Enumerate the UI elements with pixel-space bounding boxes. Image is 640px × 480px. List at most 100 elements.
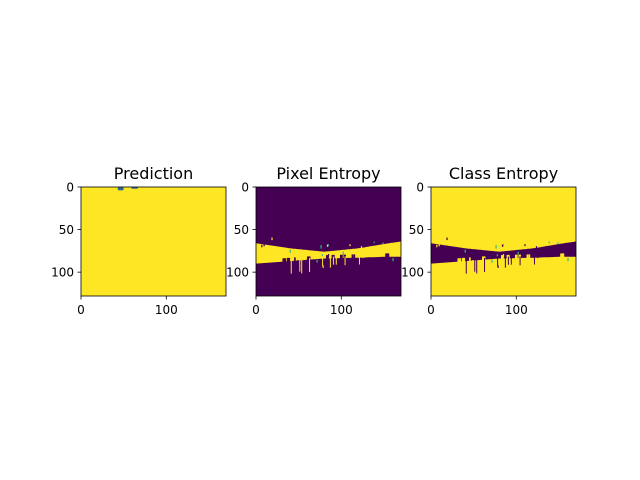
speckle-mark — [321, 245, 323, 247]
band-notch — [562, 253, 565, 258]
band-notch — [353, 254, 356, 259]
speckle-mark — [326, 244, 329, 247]
band-notch — [526, 254, 529, 259]
streak-mark — [322, 256, 324, 267]
speckle-mark — [537, 255, 539, 259]
band-notch — [307, 256, 311, 261]
streak-mark — [474, 258, 476, 272]
speckle-mark — [496, 254, 498, 257]
band-notch — [385, 253, 390, 258]
band-notch — [282, 258, 287, 263]
speckle-mark — [495, 245, 497, 249]
band-notch — [560, 253, 565, 258]
speckle-mark — [373, 258, 375, 261]
band-notch — [482, 256, 486, 261]
speckle-mark — [322, 265, 324, 268]
subplot-grid: Prediction 0 100 0 50 100 Pixel Entropy 0 100 0 50… — [51, 164, 577, 317]
axes-frame — [255, 186, 402, 297]
band-notch — [462, 257, 466, 262]
band-notch — [500, 255, 504, 259]
speckle-mark — [316, 259, 318, 263]
y-tick-label: 50 — [409, 223, 424, 237]
speckle-mark — [342, 251, 344, 255]
speckle-mark — [263, 244, 265, 247]
speckle-mark — [261, 244, 263, 248]
speckle-mark — [321, 254, 323, 257]
x-tick-label: 0 — [427, 303, 435, 317]
speckle-mark — [525, 262, 527, 265]
y-tick-label: 100 — [226, 266, 249, 280]
band-notch — [528, 254, 531, 259]
speckle-mark — [456, 256, 458, 260]
speckle-mark — [281, 256, 283, 260]
speckle-mark — [373, 241, 375, 244]
heatmap-background — [81, 187, 226, 296]
speckle-mark — [497, 265, 499, 268]
heatmap-background — [256, 187, 401, 296]
y-tick-label: 0 — [241, 181, 249, 195]
speckle-mark — [548, 258, 550, 261]
subplot-title: Class Entropy — [449, 164, 558, 183]
speckle-mark — [567, 257, 569, 262]
entropy-band — [431, 241, 576, 264]
y-tick-label: 50 — [234, 223, 249, 237]
y-tick-label: 0 — [416, 181, 424, 195]
speckle-mark — [446, 237, 448, 241]
heatmap-region-1 — [131, 187, 139, 189]
band-notch — [339, 254, 343, 259]
x-tick-label: 0 — [252, 303, 260, 317]
streak-mark — [332, 256, 334, 265]
speckle-mark — [472, 260, 474, 264]
speckle-mark — [501, 244, 504, 247]
speckle-mark — [292, 259, 294, 261]
streak-mark — [299, 258, 301, 272]
streak-mark — [290, 259, 292, 274]
heatmap-image — [431, 187, 576, 296]
axes-frame — [430, 186, 577, 297]
speckle-mark — [349, 244, 351, 247]
subplot-title: Pixel Entropy — [276, 164, 380, 183]
band-notch — [514, 254, 518, 259]
band-notch — [457, 258, 462, 263]
axes-frame — [80, 186, 227, 297]
speckle-mark — [289, 249, 291, 253]
speckle-mark — [565, 242, 567, 246]
speckle-mark — [502, 254, 505, 258]
band-notch — [351, 254, 354, 259]
heatmap-region-0 — [117, 187, 124, 191]
speckle-mark — [557, 242, 559, 245]
speckle-mark — [535, 246, 538, 250]
speckle-mark — [362, 255, 364, 259]
streak-mark — [335, 256, 337, 265]
entropy-band — [256, 241, 401, 264]
speckle-mark — [496, 245, 498, 247]
streak-mark — [497, 256, 499, 267]
y-tick-label: 100 — [51, 266, 74, 280]
speckle-mark — [436, 244, 438, 248]
subplot-2: Class Entropy 0 100 0 50 100 — [401, 164, 577, 317]
speckle-mark — [297, 260, 299, 264]
streak-mark — [301, 258, 303, 274]
x-tick-label: 100 — [505, 303, 528, 317]
y-tick-label: 0 — [66, 181, 74, 195]
speckle-mark — [464, 249, 466, 253]
band-notch — [387, 253, 390, 258]
speckle-mark — [467, 259, 469, 261]
heatmap-image — [256, 187, 401, 296]
x-tick-label: 0 — [77, 303, 85, 317]
subplot-1: Pixel Entropy 0 100 0 50 100 — [226, 164, 402, 317]
streak-mark — [358, 255, 360, 265]
streak-mark — [510, 256, 512, 265]
streak-mark — [476, 258, 478, 274]
band-notch — [287, 257, 291, 262]
speckle-mark — [438, 244, 440, 247]
streak-mark — [484, 257, 486, 272]
streak-mark — [519, 256, 521, 266]
y-tick-label: 50 — [59, 223, 74, 237]
streak-mark — [507, 256, 509, 265]
speckle-mark — [360, 246, 363, 250]
heatmap-image — [81, 187, 226, 296]
speckle-mark — [390, 242, 392, 246]
streak-mark — [465, 259, 467, 274]
